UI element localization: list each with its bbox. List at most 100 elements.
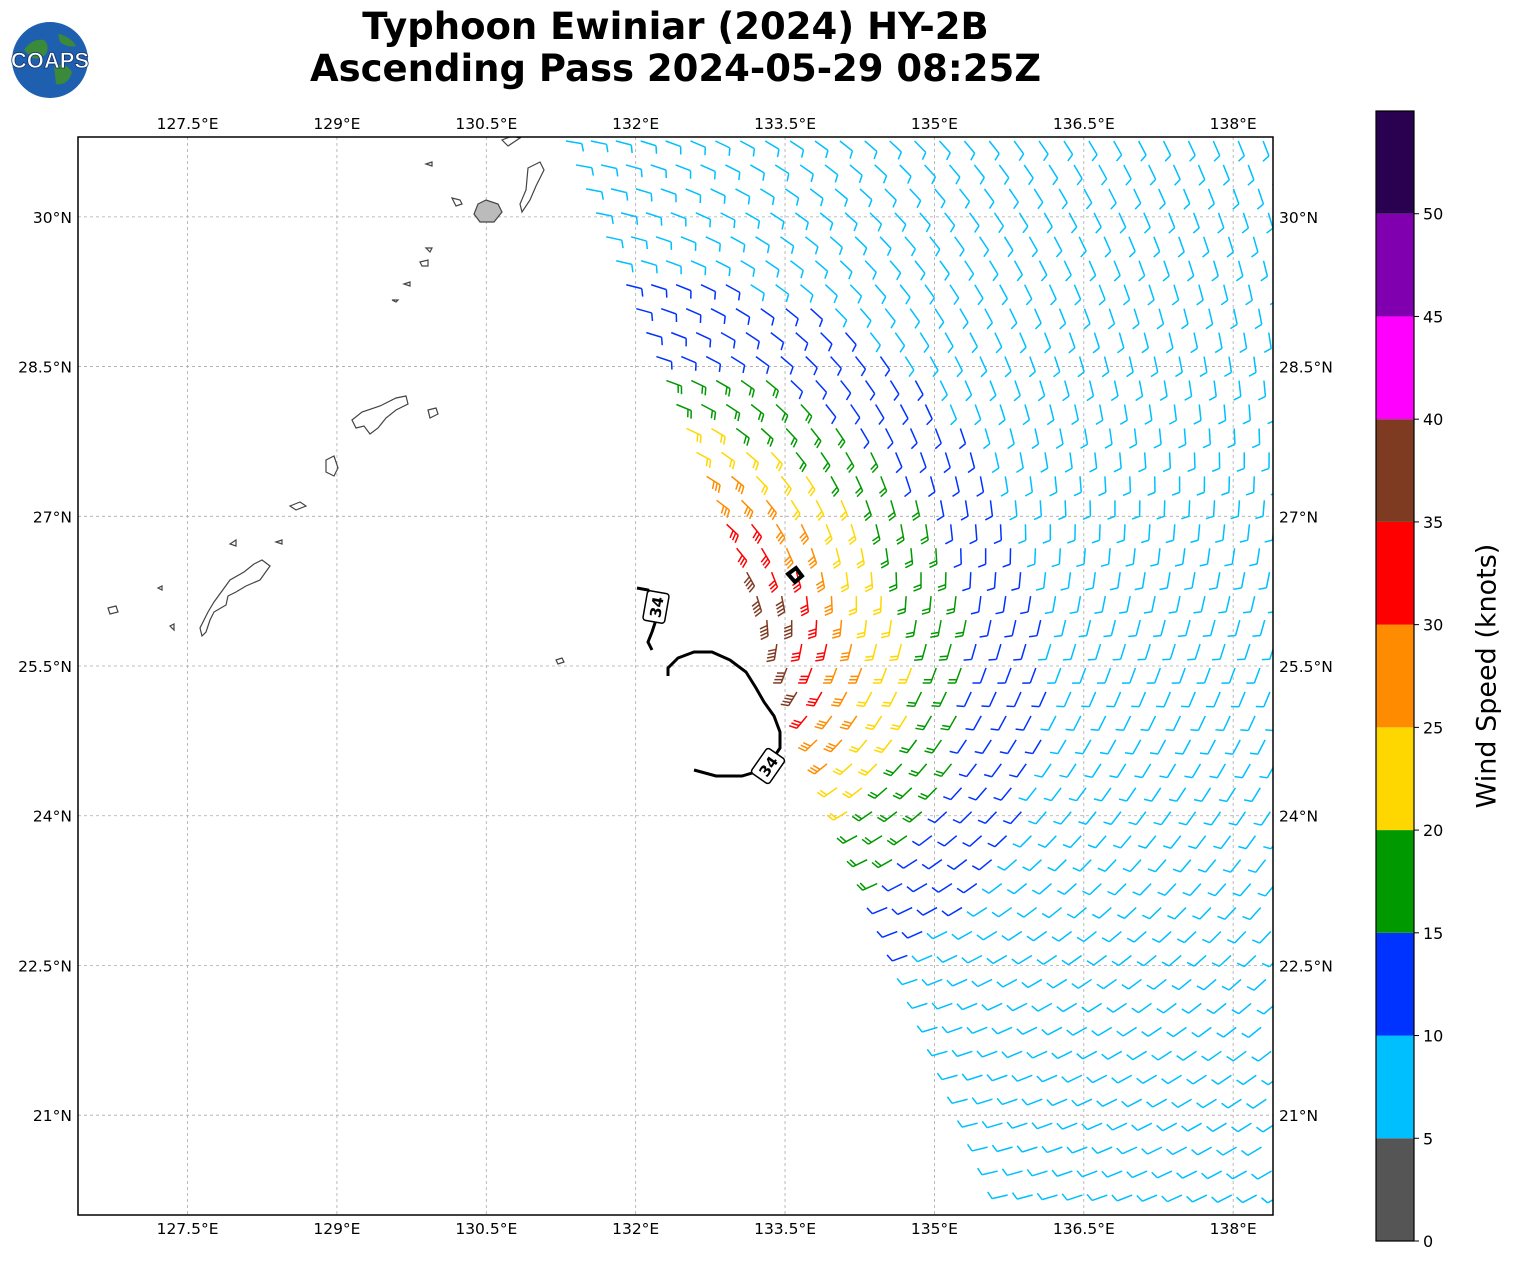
wind-barb bbox=[1151, 1050, 1172, 1061]
wind-barb bbox=[1153, 811, 1172, 826]
wind-barb bbox=[800, 596, 810, 617]
wind-barb bbox=[725, 403, 741, 422]
wind-barb bbox=[844, 332, 857, 353]
wind-barb bbox=[750, 523, 763, 545]
wind-barb bbox=[899, 739, 918, 754]
wind-barb bbox=[1226, 930, 1247, 944]
wind-barb bbox=[864, 260, 877, 280]
wind-barb bbox=[1165, 715, 1182, 732]
wind-barb bbox=[1116, 1026, 1138, 1037]
wind-barb bbox=[1205, 308, 1214, 330]
wind-barb bbox=[931, 691, 947, 708]
wind-barb bbox=[1150, 548, 1161, 567]
wind-barb bbox=[626, 283, 644, 297]
wind-barb bbox=[1245, 476, 1256, 496]
wind-barb bbox=[660, 188, 677, 203]
wind-barb bbox=[921, 859, 943, 870]
wind-barb bbox=[1018, 524, 1027, 544]
wind-barb bbox=[1215, 524, 1226, 543]
wind-barb bbox=[1056, 1002, 1078, 1013]
wind-barb bbox=[1132, 883, 1152, 896]
wind-barb bbox=[740, 499, 754, 520]
wind-barb bbox=[914, 260, 926, 281]
wind-barb bbox=[968, 212, 980, 233]
wind-barb bbox=[739, 140, 756, 157]
wind-barb bbox=[987, 835, 1008, 848]
wind-barb bbox=[859, 308, 872, 329]
wind-barb bbox=[1247, 164, 1255, 186]
lon-tick-top: 132°E bbox=[612, 115, 659, 133]
wind-barb bbox=[1224, 739, 1241, 755]
wind-barb bbox=[876, 930, 898, 938]
wind-barb bbox=[1074, 739, 1092, 755]
wind-barb bbox=[1110, 380, 1119, 402]
wind-barb bbox=[1112, 835, 1132, 849]
wind-barb bbox=[1009, 763, 1027, 778]
wind-barb bbox=[1136, 1194, 1158, 1202]
wind-barb bbox=[1144, 404, 1153, 425]
wind-barb bbox=[1257, 380, 1267, 401]
wind-barb bbox=[725, 284, 741, 301]
wind-barb bbox=[1128, 236, 1136, 258]
wind-barb bbox=[701, 403, 717, 421]
wind-barb bbox=[1222, 164, 1231, 186]
wind-barb bbox=[768, 571, 779, 594]
wind-barb bbox=[944, 212, 956, 233]
wind-barb bbox=[1227, 619, 1241, 638]
wind-barb bbox=[1036, 1192, 1058, 1201]
wind-barb bbox=[1043, 332, 1052, 354]
wind-barb bbox=[1181, 1002, 1202, 1014]
wind-barb bbox=[830, 476, 840, 497]
wind-barb bbox=[919, 332, 930, 353]
wind-barb bbox=[1252, 931, 1272, 944]
wind-barb bbox=[880, 548, 890, 569]
wind-barb bbox=[1190, 524, 1201, 544]
wind-barb bbox=[1261, 452, 1270, 472]
wind-barb bbox=[705, 355, 722, 373]
wind-barb bbox=[846, 858, 868, 868]
wind-barb bbox=[1038, 643, 1052, 661]
wind-barb bbox=[881, 882, 903, 892]
wind-barb bbox=[981, 691, 997, 708]
wind-barb bbox=[906, 1001, 928, 1010]
wind-barb bbox=[1249, 548, 1261, 567]
wind-barb bbox=[1116, 524, 1126, 544]
wind-barb bbox=[1251, 1170, 1272, 1180]
lon-tick-top: 136.5°E bbox=[1053, 115, 1115, 133]
wind-barb bbox=[1098, 476, 1107, 497]
wind-barb bbox=[600, 164, 619, 177]
wind-barb bbox=[899, 404, 909, 426]
lon-tick-top: 130.5°E bbox=[455, 115, 517, 133]
wind-barb bbox=[1072, 667, 1087, 684]
wind-barb bbox=[998, 164, 1010, 185]
wind-barb bbox=[585, 188, 604, 200]
wind-barb bbox=[700, 164, 716, 180]
wind-barb bbox=[1235, 260, 1244, 282]
wind-barb bbox=[976, 1050, 998, 1058]
wind-barb bbox=[986, 572, 997, 592]
wind-barb bbox=[1220, 284, 1229, 306]
wind-barb bbox=[962, 572, 972, 592]
lat-tick-right: 21°N bbox=[1279, 1107, 1318, 1125]
wind-barb bbox=[1193, 595, 1206, 614]
wind-barb bbox=[800, 284, 814, 303]
wind-barb bbox=[913, 572, 922, 592]
wind-barb bbox=[1037, 380, 1046, 402]
wind-barb bbox=[961, 1073, 983, 1081]
wind-barb bbox=[949, 739, 967, 754]
wind-barb bbox=[938, 140, 951, 161]
wind-barb bbox=[755, 355, 770, 374]
wind-barb bbox=[760, 427, 774, 447]
wind-barb bbox=[901, 930, 923, 939]
wind-barb bbox=[974, 739, 992, 755]
wind-barb bbox=[928, 476, 936, 498]
wind-barb bbox=[850, 404, 861, 425]
wind-barb bbox=[1087, 835, 1107, 849]
wind-barb bbox=[770, 212, 785, 230]
colorbar: 0 5 10 15 20 25 30 35 40 45 50 bbox=[1375, 110, 1443, 1251]
wind-barb bbox=[1128, 619, 1141, 638]
wind-barb bbox=[1171, 476, 1181, 496]
wind-barb bbox=[1058, 308, 1067, 330]
wind-barb bbox=[804, 236, 819, 255]
wind-barb bbox=[1004, 356, 1012, 378]
